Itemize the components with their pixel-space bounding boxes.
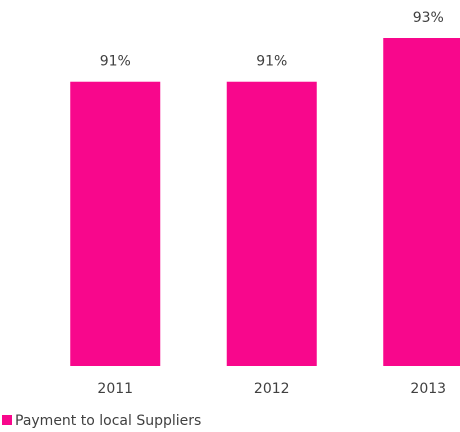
value-label: 91% xyxy=(256,54,287,70)
bar xyxy=(70,81,161,366)
x-tick-label: 2012 xyxy=(254,381,290,397)
bar xyxy=(226,81,317,366)
x-tick-label: 2013 xyxy=(410,381,446,397)
x-tick-label: 2011 xyxy=(97,381,133,397)
bar xyxy=(383,38,460,366)
legend-swatch xyxy=(2,415,12,425)
value-label: 93% xyxy=(413,10,444,26)
legend-label: Payment to local Suppliers xyxy=(15,413,201,429)
value-label: 91% xyxy=(100,54,131,70)
